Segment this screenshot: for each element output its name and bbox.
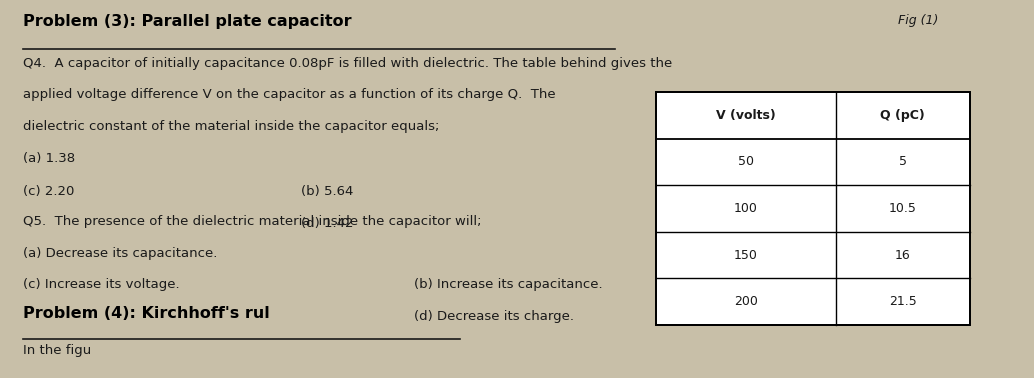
Text: 50: 50: [738, 155, 754, 169]
Text: 21.5: 21.5: [889, 295, 916, 308]
Text: 10.5: 10.5: [889, 202, 916, 215]
Text: 100: 100: [734, 202, 758, 215]
Text: (a) Decrease its capacitance.: (a) Decrease its capacitance.: [24, 247, 218, 260]
Text: 16: 16: [894, 249, 911, 262]
Text: (a) 1.38: (a) 1.38: [24, 152, 75, 165]
Text: dielectric constant of the material inside the capacitor equals;: dielectric constant of the material insi…: [24, 120, 439, 133]
Text: (c) 2.20: (c) 2.20: [24, 185, 74, 198]
Text: (b) Increase its capacitance.: (b) Increase its capacitance.: [415, 278, 603, 291]
Text: In the figu: In the figu: [24, 344, 92, 356]
Text: Fig (1): Fig (1): [898, 14, 938, 27]
FancyBboxPatch shape: [656, 92, 970, 325]
Text: Q4.  A capacitor of initially capacitance 0.08pF is filled with dielectric. The : Q4. A capacitor of initially capacitance…: [24, 57, 672, 70]
Text: applied voltage difference V on the capacitor as a function of its charge Q.  Th: applied voltage difference V on the capa…: [24, 88, 556, 101]
Text: 200: 200: [734, 295, 758, 308]
Text: 5: 5: [899, 155, 907, 169]
Text: (c) Increase its voltage.: (c) Increase its voltage.: [24, 278, 180, 291]
Text: Problem (4): Kirchhoff's rul: Problem (4): Kirchhoff's rul: [24, 306, 270, 321]
Text: Problem (3): Parallel plate capacitor: Problem (3): Parallel plate capacitor: [24, 14, 352, 29]
Text: Q5.  The presence of the dielectric material inside the capacitor will;: Q5. The presence of the dielectric mater…: [24, 215, 482, 228]
Text: 150: 150: [734, 249, 758, 262]
Text: (d) Decrease its charge.: (d) Decrease its charge.: [415, 310, 574, 323]
Text: Q (pC): Q (pC): [880, 109, 925, 122]
Text: V (volts): V (volts): [716, 109, 776, 122]
Text: (d) 1.42: (d) 1.42: [301, 217, 354, 230]
Text: (b) 5.64: (b) 5.64: [301, 185, 354, 198]
